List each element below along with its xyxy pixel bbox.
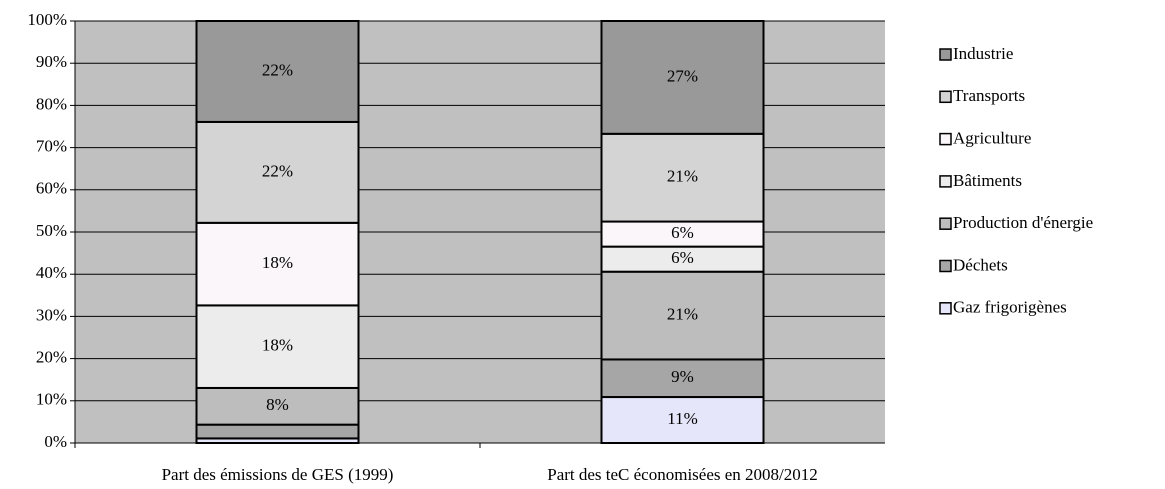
bar-segment [195,20,360,123]
bar-segment [600,358,765,399]
data-label: 22% [262,161,293,180]
legend-swatch [939,217,952,230]
y-tick-label: 40% [36,263,67,282]
legend-swatch [939,90,952,104]
data-label: 21% [667,167,698,186]
legend-label: Industrie [953,44,1013,63]
y-tick-label: 10% [36,390,67,409]
data-label: 27% [667,66,698,85]
y-tick-label: 0% [44,432,67,451]
data-label: 11% [667,409,698,428]
data-label: 21% [667,304,698,323]
y-tick-label: 100% [27,10,67,29]
bar-segment [195,423,360,440]
legend-label: Gaz frigorigènes [953,298,1067,317]
legend-label: Transports [953,86,1025,105]
legend-swatch [939,132,952,146]
data-label: 8% [266,395,289,414]
data-label: 22% [262,60,293,79]
legend-label: Déchets [953,255,1008,274]
legend-label: Production d'énergie [953,213,1093,232]
data-label: 6% [671,248,694,267]
data-label: 6% [671,223,694,242]
data-label: 18% [262,336,293,355]
legend-swatch [939,302,952,315]
y-tick-label: 60% [36,179,67,198]
y-tick-label: 50% [36,221,67,240]
y-tick-label: 30% [36,305,67,324]
bar-segment [600,220,765,248]
y-tick-label: 20% [36,348,67,367]
data-label: 18% [262,253,293,272]
y-tick-label: 70% [36,137,67,156]
bar-segment [600,20,765,135]
x-tick-label: Part des teC économisées en 2008/2012 [547,465,818,484]
legend-swatch [939,175,952,188]
legend-label: Agriculture [953,129,1031,148]
legend-swatch [939,259,952,273]
bar-segment [195,120,360,224]
bar-segment [195,221,360,307]
legend-label: Bâtiments [953,171,1022,190]
legend-swatch [939,48,952,61]
bar-segment [600,132,765,223]
y-tick-label: 80% [36,94,67,113]
x-tick-label: Part des émissions de GES (1999) [162,465,394,484]
data-label: 9% [671,367,694,386]
y-tick-label: 90% [36,52,67,71]
bar-segment [600,245,765,273]
